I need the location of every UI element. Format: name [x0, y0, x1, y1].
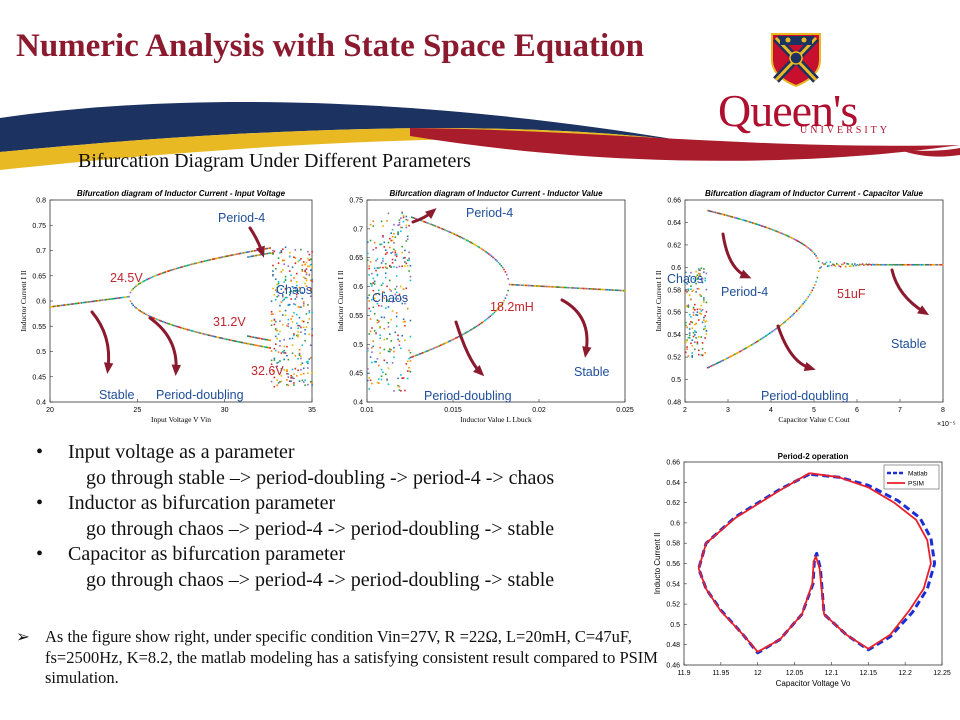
bullet-item: • Input voltage as a parameter [30, 440, 650, 466]
queens-crest-icon [771, 33, 821, 88]
bullet-dot-icon: • [36, 543, 44, 565]
slide-title: Numeric Analysis with State Space Equati… [16, 28, 644, 64]
bullet-head: Capacitor as bifurcation parameter [68, 543, 346, 565]
bullet-subitem: go through chaos –> period-4 -> period-d… [30, 517, 650, 543]
bullet-subitem: go through stable –> period-doubling -> … [30, 466, 650, 492]
bullet-subitem: go through chaos –> period-4 -> period-d… [30, 568, 650, 594]
bullet-item: • Capacitor as bifurcation parameter [30, 542, 650, 568]
bullet-sub: go through chaos –> period-4 -> period-d… [86, 568, 555, 591]
arrow-bullet-icon: ➢ [16, 627, 30, 646]
section-subtitle: Bifurcation Diagram Under Different Para… [78, 150, 471, 172]
conclusion-text: As the figure show right, under specific… [45, 627, 658, 687]
logo-wordmark: Queen's [718, 85, 858, 136]
bullet-list: • Input voltage as a parameter go through… [30, 440, 650, 593]
logo-subtext: UNIVERSITY [800, 125, 890, 136]
bullet-dot-icon: • [36, 492, 44, 514]
bullet-sub: go through chaos –> period-4 -> period-d… [86, 517, 555, 540]
bullet-dot-icon: • [36, 441, 44, 463]
bullet-head: Input voltage as a parameter [68, 441, 295, 463]
bullet-sub: go through stable –> period-doubling -> … [86, 466, 555, 489]
bullet-head: Inductor as bifurcation parameter [68, 492, 336, 514]
conclusion-note: ➢ As the figure show right, under specif… [16, 627, 670, 689]
bullet-item: • Inductor as bifurcation parameter [30, 491, 650, 517]
